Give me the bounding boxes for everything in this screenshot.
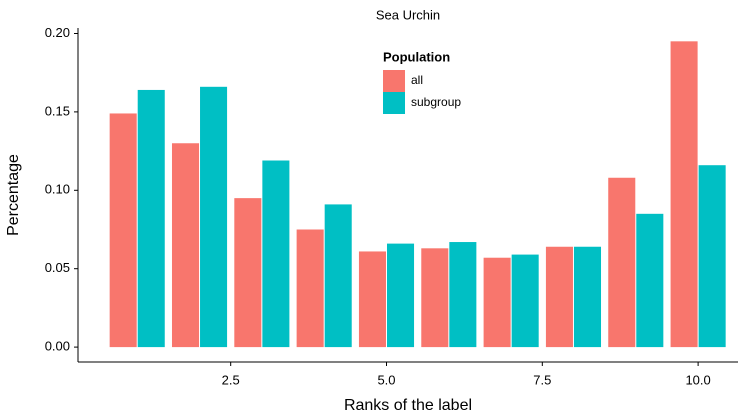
bar — [262, 160, 290, 348]
legend-swatch — [383, 70, 405, 92]
bar — [137, 89, 165, 348]
bar — [358, 251, 386, 348]
legend-label: subgroup — [411, 95, 461, 109]
bar — [324, 204, 352, 348]
bar — [636, 213, 664, 348]
bar — [511, 254, 539, 348]
y-axis-label: Percentage — [5, 154, 22, 236]
bar — [608, 177, 636, 348]
bar — [698, 165, 726, 348]
legend-title: Population — [383, 49, 450, 64]
bar — [200, 86, 228, 348]
bar — [386, 243, 415, 348]
y-tick-label: 0.20 — [45, 25, 70, 40]
bar — [670, 41, 698, 348]
bar — [171, 143, 200, 348]
x-tick-label: 10.0 — [685, 372, 710, 387]
x-axis-label: Ranks of the label — [344, 397, 472, 414]
legend-label: all — [411, 73, 423, 87]
bar — [545, 246, 573, 348]
x-tick-label: 5.0 — [377, 372, 395, 387]
x-tick-label: 2.5 — [222, 372, 240, 387]
bar — [421, 248, 449, 348]
bar — [234, 198, 262, 348]
bar — [483, 257, 511, 348]
bar — [573, 246, 602, 348]
bar — [109, 113, 137, 348]
bar — [296, 229, 324, 348]
y-tick-label: 0.00 — [45, 339, 70, 354]
chart-title: Sea Urchin — [376, 7, 440, 22]
x-tick-label: 7.5 — [533, 372, 551, 387]
y-tick-label: 0.05 — [45, 260, 70, 275]
y-tick-label: 0.15 — [45, 103, 70, 118]
legend-swatch — [383, 92, 405, 114]
bar — [449, 242, 477, 348]
y-tick-label: 0.10 — [45, 182, 70, 197]
